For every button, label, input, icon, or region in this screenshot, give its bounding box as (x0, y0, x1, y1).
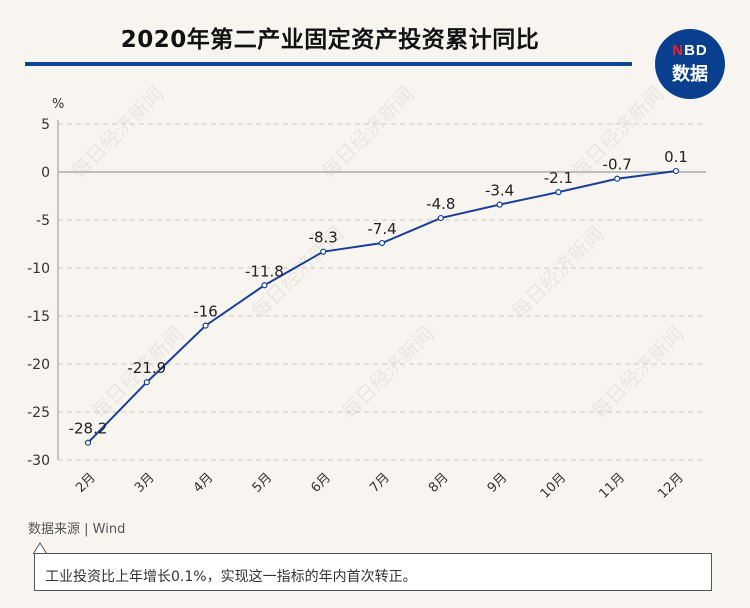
callout-note: 工业投资比上年增长0.1%，实现这一指标的年内首次转正。 (34, 553, 712, 591)
title-underline (25, 62, 632, 66)
x-tick-label: 8月 (426, 470, 452, 496)
data-point (614, 175, 621, 182)
chart-title: 2020年第二产业固定资产投资累计同比 (120, 27, 540, 53)
data-point (202, 322, 209, 329)
logo-brand: NBD (672, 42, 708, 59)
data-point (84, 439, 92, 446)
data-label: -8.3 (309, 229, 338, 247)
data-label: -7.4 (367, 220, 396, 238)
y-tick-label: -20 (27, 357, 50, 373)
data-label: -11.8 (245, 262, 284, 280)
data-point (143, 379, 150, 386)
y-tick-label: -15 (27, 309, 50, 325)
data-point (555, 189, 562, 196)
data-label: -16 (193, 303, 218, 321)
data-label: -2.1 (544, 169, 573, 187)
data-points (84, 167, 680, 446)
data-point (320, 248, 327, 255)
y-tick-label: 0 (41, 165, 50, 181)
watermark-text: 每日经济新闻 (587, 322, 689, 424)
x-tick-label: 7月 (367, 470, 393, 496)
x-tick-label: 6月 (308, 470, 334, 496)
watermark-text: 每日经济新闻 (67, 82, 169, 184)
data-label: -28.2 (69, 420, 108, 438)
data-labels: -28.2 -21.9 -16 -11.8 -8.3 -7.4 -4.8 -3.4 -2.1 -0… (69, 148, 688, 438)
y-tick-label: 5 (41, 117, 50, 133)
y-axis-ticks: 5 0 -5 -10 -15 -20 -25 -30 (27, 117, 50, 469)
x-tick-label: 9月 (485, 470, 511, 496)
data-point (261, 282, 268, 289)
data-label: -4.8 (426, 195, 455, 213)
watermark-text: 每日经济新闻 (317, 82, 419, 184)
y-tick-label: -10 (27, 261, 50, 277)
y-tick-label: -30 (27, 453, 50, 469)
data-label: -0.7 (603, 156, 632, 174)
watermark-text: 每日经济新闻 (337, 322, 439, 424)
data-point (378, 239, 386, 247)
x-tick-label: 4月 (191, 470, 217, 496)
y-axis-unit: % (52, 97, 64, 112)
data-point (672, 167, 680, 175)
x-tick-label: 3月 (132, 470, 158, 496)
x-tick-label: 12月 (655, 470, 686, 501)
data-label: -3.4 (485, 182, 514, 200)
y-tick-label: -25 (27, 405, 50, 421)
callout-pointer (33, 542, 48, 555)
y-tick-label: -5 (36, 213, 50, 229)
nbd-logo: NBD 数据 (655, 29, 725, 99)
watermark-text: 每日经济新闻 (507, 222, 609, 324)
x-tick-label: 10月 (538, 470, 569, 501)
data-point (496, 201, 503, 208)
x-tick-label: 2月 (73, 470, 99, 496)
x-tick-label: 5月 (250, 470, 276, 496)
series-line (87, 170, 677, 444)
x-axis-ticks: 2月 3月 4月 5月 6月 7月 8月 9月 10月 11月 12月 (73, 470, 687, 501)
data-source: 数据来源 | Wind (28, 522, 126, 537)
logo-subtitle: 数据 (672, 64, 708, 85)
data-label: -21.9 (127, 359, 166, 377)
data-point (437, 214, 444, 222)
data-label: 0.1 (664, 148, 688, 166)
x-tick-label: 11月 (597, 470, 628, 501)
